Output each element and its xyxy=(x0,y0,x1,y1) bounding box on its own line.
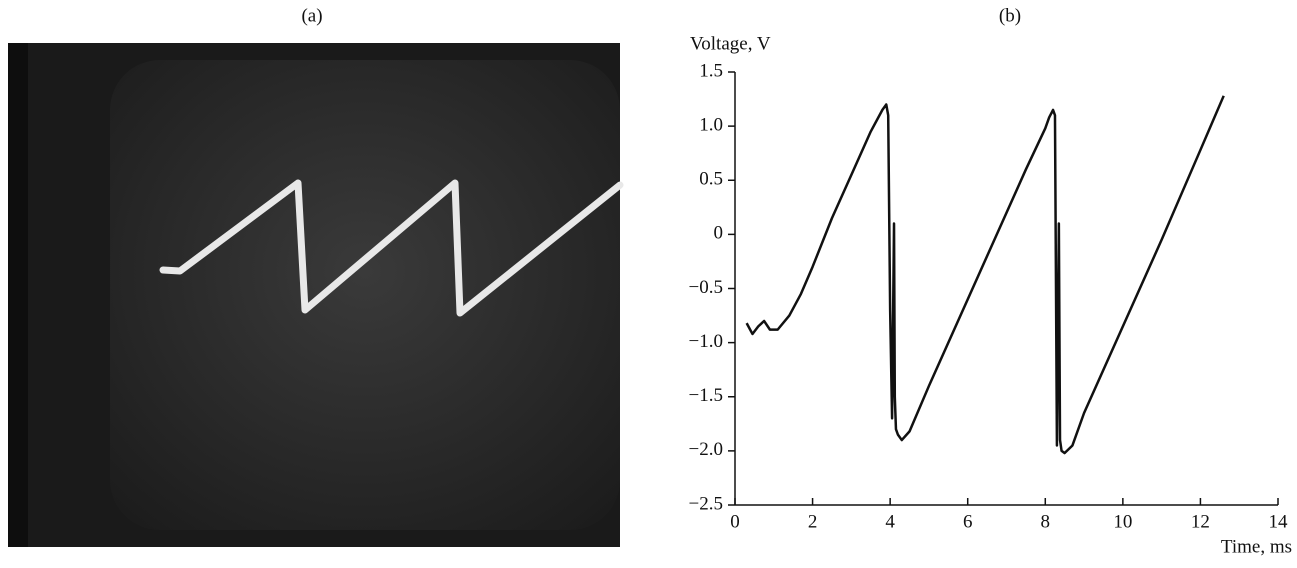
y-axis-label: Voltage, V xyxy=(690,33,771,54)
x-tick-label: 12 xyxy=(1191,511,1210,532)
panel-label: (a) xyxy=(301,5,322,26)
screen xyxy=(110,60,620,530)
oscilloscope-photo xyxy=(8,43,624,547)
data-line xyxy=(745,95,1225,455)
x-tick-label: 4 xyxy=(885,511,895,532)
chart-title: (b) xyxy=(999,5,1021,26)
y-tick-label: −1.5 xyxy=(689,385,723,406)
y-tick-label: 0.5 xyxy=(699,169,723,190)
y-tick-label: 1.5 xyxy=(699,60,723,81)
x-tick-label: 8 xyxy=(1041,511,1051,532)
x-axis-label: Time, ms xyxy=(1221,536,1292,557)
x-tick-label: 0 xyxy=(730,511,740,532)
x-tick-label: 2 xyxy=(808,511,818,532)
y-tick-label: −0.5 xyxy=(689,277,723,298)
y-tick-label: −2.5 xyxy=(689,493,723,514)
y-tick-label: −1.0 xyxy=(689,331,723,352)
photo-edge xyxy=(8,43,28,547)
trace xyxy=(159,179,624,317)
x-tick-label: 10 xyxy=(1113,511,1132,532)
x-tick-label: 6 xyxy=(963,511,973,532)
y-tick-label: −2.0 xyxy=(689,439,723,460)
x-tick-label: 14 xyxy=(1269,511,1289,532)
y-tick-label: 0 xyxy=(714,223,724,244)
y-tick-label: 1.0 xyxy=(699,114,723,135)
